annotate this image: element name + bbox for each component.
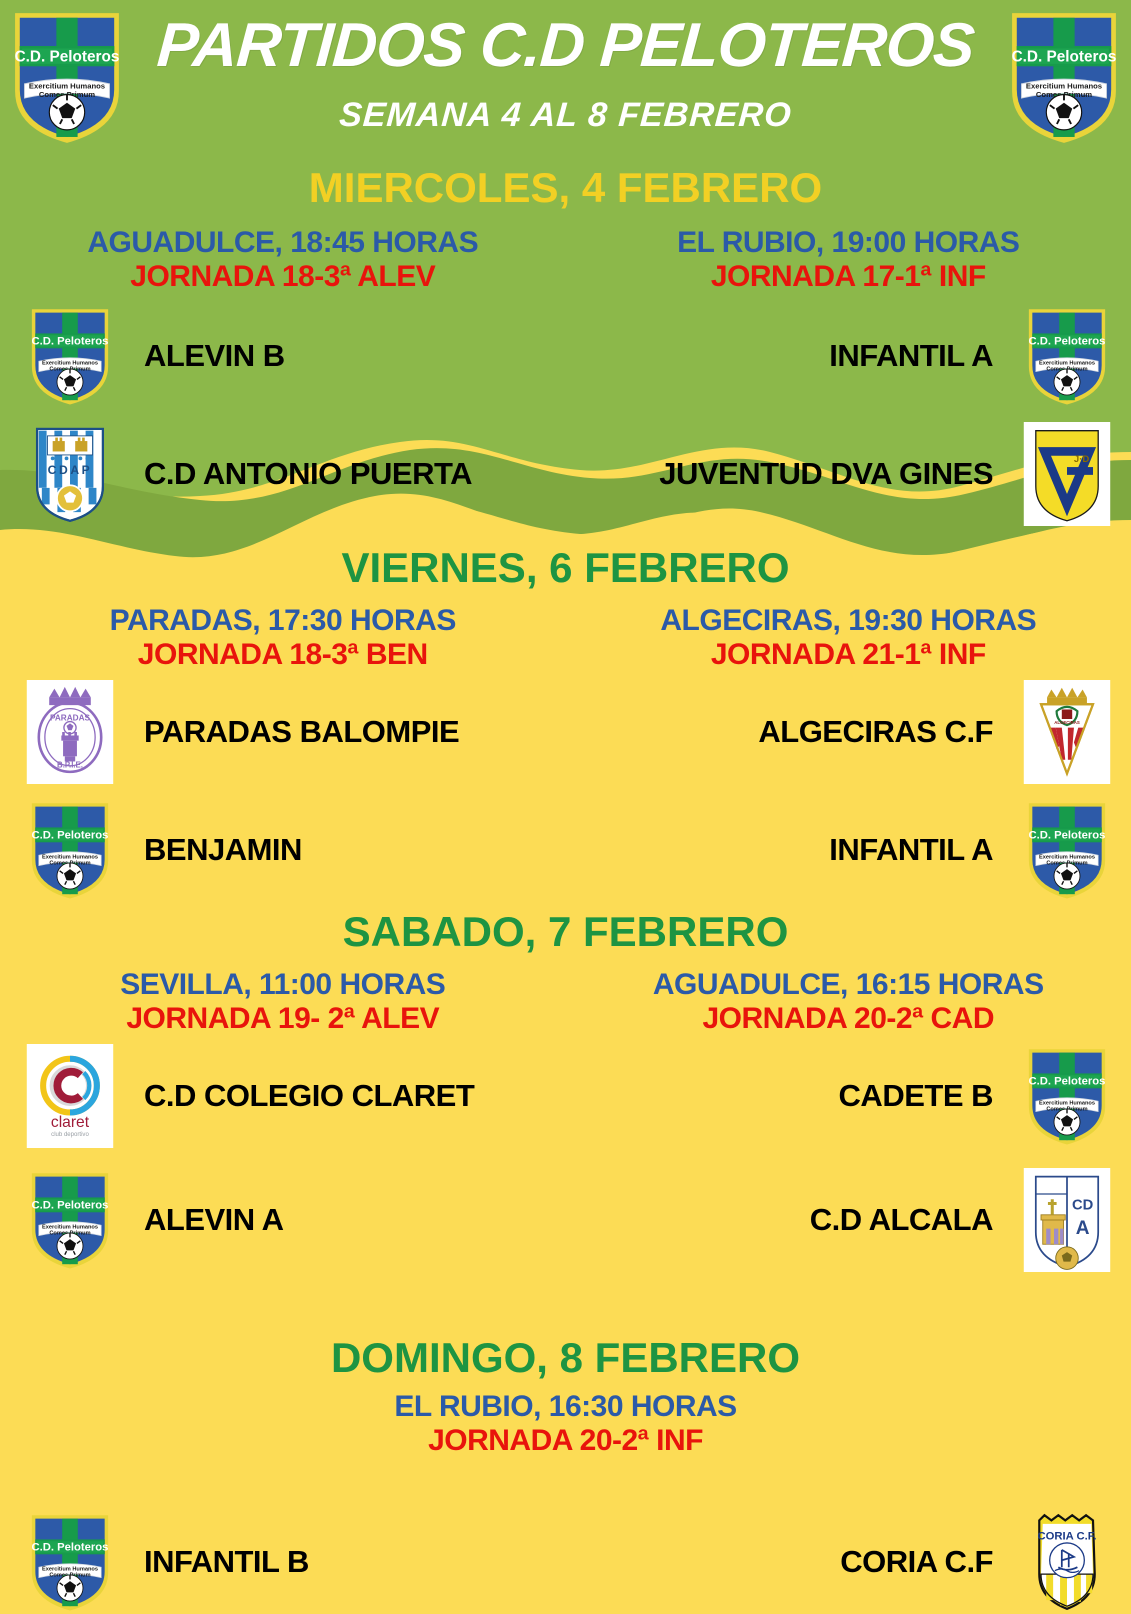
cd-peloteros-crest-icon <box>18 798 122 902</box>
team-entry: INFANTIL A <box>566 304 1131 408</box>
match-venue: EL RUBIO, 19:00 HORAS <box>566 226 1131 260</box>
team-name: BENJAMIN <box>144 832 302 868</box>
match-row-home: C.D COLEGIO CLARET CADETE B <box>0 1044 1131 1148</box>
juventud-gines-crest-icon <box>1015 422 1119 526</box>
team-entry: C.D ALCALA <box>566 1168 1131 1272</box>
day-heading: DOMINGO, 8 FEBRERO <box>0 1334 1131 1382</box>
team-entry: INFANTIL B <box>0 1510 566 1614</box>
team-entry: CORIA C.F <box>566 1510 1131 1614</box>
team-name: ALEVIN B <box>144 338 285 374</box>
colegio-claret-logo-icon <box>18 1044 122 1148</box>
team-entry: ALEVIN A <box>0 1168 566 1272</box>
team-entry: ALEVIN B <box>0 304 566 408</box>
paradas-balompie-crest-icon <box>18 680 122 784</box>
match-jornada: JORNADA 20-2ª CAD <box>566 1002 1131 1036</box>
day-heading: MIERCOLES, 4 FEBRERO <box>0 164 1131 212</box>
day-heading: SABADO, 7 FEBRERO <box>0 908 1131 956</box>
match-row-home: PARADAS BALOMPIE ALGECIRAS C.F <box>0 680 1131 784</box>
team-entry: C.D COLEGIO CLARET <box>0 1044 566 1148</box>
team-name: JUVENTUD DVA GINES <box>659 456 993 492</box>
team-entry: INFANTIL A <box>566 798 1131 902</box>
team-entry: PARADAS BALOMPIE <box>0 680 566 784</box>
cd-peloteros-crest-icon <box>18 304 122 408</box>
match-row-home: ALEVIN B INFANTIL A <box>0 304 1131 408</box>
team-name: ALEVIN A <box>144 1202 284 1238</box>
match-jornada: JORNADA 19- 2ª ALEV <box>0 1002 566 1036</box>
team-entry: C.D ANTONIO PUERTA <box>0 422 566 526</box>
team-name: C.D COLEGIO CLARET <box>144 1078 474 1114</box>
team-name: CORIA C.F <box>840 1544 993 1580</box>
match-venue: ALGECIRAS, 19:30 HORAS <box>566 604 1131 638</box>
team-name: CADETE B <box>839 1078 993 1114</box>
match-jornada: JORNADA 20-2ª INF <box>0 1424 1131 1458</box>
poster-header: PARTIDOS C.D PELOTEROS SEMANA 4 AL 8 FEB… <box>0 0 1131 150</box>
page-title: PARTIDOS C.D PELOTEROS <box>0 16 1131 77</box>
team-name: INFANTIL B <box>144 1544 309 1580</box>
team-name: PARADAS BALOMPIE <box>144 714 459 750</box>
match-row-away: BENJAMIN INFANTIL A <box>0 798 1131 902</box>
cd-peloteros-crest-icon <box>1015 304 1119 408</box>
cd-peloteros-crest-icon <box>1015 1044 1119 1148</box>
cd-peloteros-crest-icon <box>18 1168 122 1272</box>
day-section-viernes: VIERNES, 6 FEBRERO PARADAS, 17:30 HORAS … <box>0 544 1131 902</box>
cd-peloteros-crest-icon <box>18 1510 122 1614</box>
team-name: INFANTIL A <box>829 832 993 868</box>
team-name: C.D ALCALA <box>810 1202 993 1238</box>
team-name: C.D ANTONIO PUERTA <box>144 456 472 492</box>
day-section-domingo: DOMINGO, 8 FEBRERO EL RUBIO, 16:30 HORAS… <box>0 1334 1131 1614</box>
match-venue: EL RUBIO, 16:30 HORAS <box>0 1390 1131 1424</box>
team-entry: BENJAMIN <box>0 798 566 902</box>
day-section-sabado: SABADO, 7 FEBRERO SEVILLA, 11:00 HORAS J… <box>0 908 1131 1272</box>
match-jornada: JORNADA 18-3ª BEN <box>0 638 566 672</box>
cd-peloteros-crest-icon <box>1015 798 1119 902</box>
match-jornada: JORNADA 17-1ª INF <box>566 260 1131 294</box>
team-entry: CADETE B <box>566 1044 1131 1148</box>
team-entry: ALGECIRAS C.F <box>566 680 1131 784</box>
day-heading: VIERNES, 6 FEBRERO <box>0 544 1131 592</box>
match-jornada: JORNADA 21-1ª INF <box>566 638 1131 672</box>
team-name: INFANTIL A <box>829 338 993 374</box>
match-row-away: C.D ANTONIO PUERTA JUVENTUD DVA GINES <box>0 422 1131 526</box>
cd-peloteros-crest-icon <box>1005 6 1123 146</box>
match-venue: AGUADULCE, 16:15 HORAS <box>566 968 1131 1002</box>
team-entry: JUVENTUD DVA GINES <box>566 422 1131 526</box>
page-subtitle: SEMANA 4 AL 8 FEBRERO <box>0 96 1131 135</box>
antonio-puerta-crest-icon <box>18 422 122 526</box>
team-name: ALGECIRAS C.F <box>758 714 993 750</box>
match-venue: SEVILLA, 11:00 HORAS <box>0 968 566 1002</box>
match-venue: AGUADULCE, 18:45 HORAS <box>0 226 566 260</box>
match-row-home: INFANTIL B CORIA C.F <box>0 1510 1131 1614</box>
algeciras-cf-crest-icon <box>1015 680 1119 784</box>
day-section-miercoles: MIERCOLES, 4 FEBRERO AGUADULCE, 18:45 HO… <box>0 164 1131 526</box>
match-jornada: JORNADA 18-3ª ALEV <box>0 260 566 294</box>
match-row-away: ALEVIN A C.D ALCALA <box>0 1168 1131 1272</box>
match-venue: PARADAS, 17:30 HORAS <box>0 604 566 638</box>
coria-cf-crest-icon <box>1015 1510 1119 1614</box>
cd-alcala-crest-icon <box>1015 1168 1119 1272</box>
